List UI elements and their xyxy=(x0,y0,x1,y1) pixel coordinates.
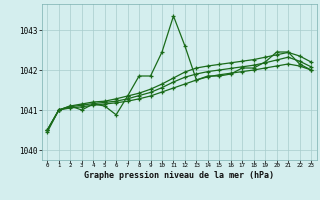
X-axis label: Graphe pression niveau de la mer (hPa): Graphe pression niveau de la mer (hPa) xyxy=(84,171,274,180)
